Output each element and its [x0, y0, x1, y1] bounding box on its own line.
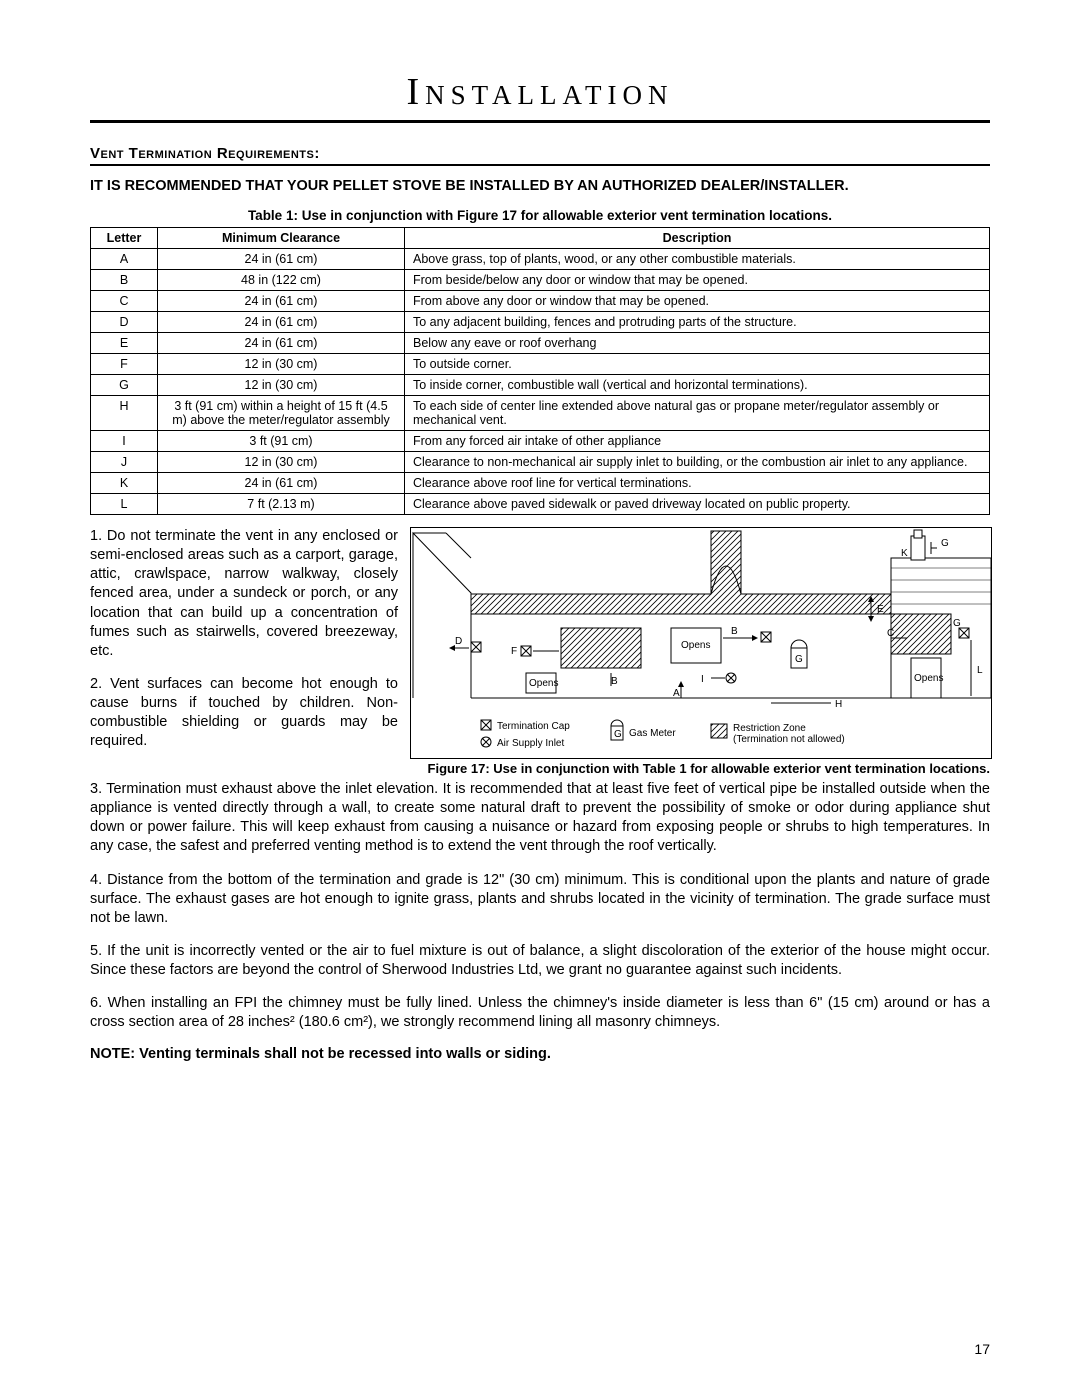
page-title: Installation [90, 70, 990, 120]
table-row: C24 in (61 cm)From above any door or win… [91, 291, 990, 312]
legend-air-supply: Air Supply Inlet [497, 738, 564, 749]
para-6: 6. When installing an FPI the chimney mu… [90, 994, 990, 1032]
section-rule [90, 164, 990, 166]
figure-diagram: K G E C G L [410, 527, 992, 759]
section-title: Vent Termination Requirements: [90, 145, 990, 162]
label-opens-3: Opens [914, 673, 943, 684]
label-K: K [901, 548, 908, 559]
legend-restriction: Restriction Zone [733, 723, 806, 734]
table-row: J12 in (30 cm)Clearance to non-mechanica… [91, 452, 990, 473]
legend-termination-cap: Termination Cap [497, 721, 570, 732]
table-row: G12 in (30 cm)To inside corner, combusti… [91, 375, 990, 396]
table-row: K24 in (61 cm)Clearance above roof line … [91, 473, 990, 494]
label-E: E [877, 604, 884, 615]
legend-restriction-sub: (Termination not allowed) [733, 734, 845, 745]
label-G2: G [953, 618, 961, 629]
label-B2: B [611, 676, 618, 687]
table-body: A24 in (61 cm)Above grass, top of plants… [91, 249, 990, 515]
figure-caption: Figure 17: Use in conjunction with Table… [410, 761, 990, 776]
table-row: D24 in (61 cm)To any adjacent building, … [91, 312, 990, 333]
body-flow: K G E C G L [90, 527, 990, 1062]
table-row: I3 ft (91 cm)From any forced air intake … [91, 431, 990, 452]
label-I: I [701, 674, 704, 685]
figure-17: K G E C G L [410, 527, 990, 776]
table-row: F12 in (30 cm)To outside corner. [91, 354, 990, 375]
label-L: L [977, 665, 983, 676]
page: Installation Vent Termination Requiremen… [0, 0, 1080, 1397]
table-row: H3 ft (91 cm) within a height of 15 ft (… [91, 396, 990, 431]
label-opens-2: Opens [529, 678, 558, 689]
table-row: L7 ft (2.13 m)Clearance above paved side… [91, 494, 990, 515]
label-F: F [511, 646, 517, 657]
label-C: C [887, 628, 894, 639]
recommend-text: IT IS RECOMMENDED THAT YOUR PELLET STOVE… [90, 178, 990, 194]
label-B: B [731, 626, 738, 637]
svg-text:G: G [614, 729, 622, 740]
table-caption: Table 1: Use in conjunction with Figure … [90, 208, 990, 223]
table-header-row: Letter Minimum Clearance Description [91, 228, 990, 249]
col-min-clearance: Minimum Clearance [158, 228, 405, 249]
label-H: H [835, 699, 842, 710]
svg-text:G: G [795, 654, 803, 665]
page-number: 17 [974, 1341, 990, 1357]
table-row: B48 in (122 cm)From beside/below any doo… [91, 270, 990, 291]
clearance-table: Letter Minimum Clearance Description A24… [90, 227, 990, 515]
para-3: 3. Termination must exhaust above the in… [90, 780, 990, 857]
para-4: 4. Distance from the bottom of the termi… [90, 871, 990, 928]
header-rule [90, 120, 990, 123]
col-description: Description [405, 228, 990, 249]
label-A: A [673, 688, 680, 699]
note-text: NOTE: Venting terminals shall not be rec… [90, 1046, 990, 1062]
col-letter: Letter [91, 228, 158, 249]
table-row: A24 in (61 cm)Above grass, top of plants… [91, 249, 990, 270]
figure-legend: Termination Cap Air Supply Inlet G Gas M… [481, 720, 845, 749]
para-5: 5. If the unit is incorrectly vented or … [90, 942, 990, 980]
table-row: E24 in (61 cm)Below any eave or roof ove… [91, 333, 990, 354]
label-opens-1: Opens [681, 640, 710, 651]
label-G: G [941, 538, 949, 549]
label-D: D [455, 636, 462, 647]
legend-gas-meter: Gas Meter [629, 728, 676, 739]
